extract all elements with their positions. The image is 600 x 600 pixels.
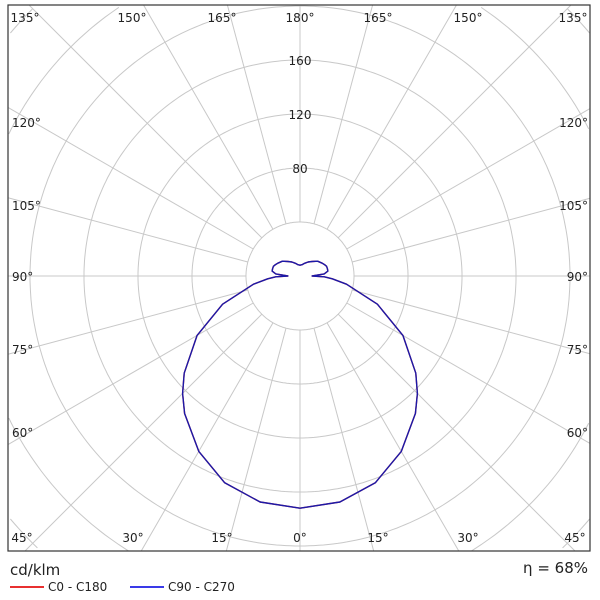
unit-label: cd/klm	[10, 561, 61, 579]
series-curve-1	[181, 260, 419, 509]
grid-ray	[326, 4, 457, 230]
grid-ray	[352, 197, 591, 263]
angle-label-left: 60°	[12, 426, 33, 440]
grid-ray	[28, 4, 263, 239]
angle-label-top: 150°	[454, 11, 483, 25]
grid-ray	[326, 322, 460, 552]
legend-label: C0 - C180	[48, 580, 108, 594]
angle-label-top: 165°	[208, 11, 237, 25]
grid-ray	[7, 289, 248, 355]
efficiency-label: η = 68%	[523, 559, 588, 577]
grid-ray	[143, 4, 274, 230]
angle-label-top: 150°	[118, 11, 147, 25]
legend-swatch-blue	[130, 586, 164, 588]
grid-ring	[8, 417, 129, 552]
angle-label-bottom: 0°	[293, 531, 307, 545]
angle-label-left: 90°	[12, 270, 33, 284]
grid-ray	[337, 4, 572, 239]
legend-label: C90 - C270	[168, 580, 235, 594]
polar-chart: 80 120 160 135° 150° 165° 180° 165° 150° 135° 120…	[7, 4, 591, 552]
angle-label-left: 120°	[12, 116, 41, 130]
grid-ray	[7, 197, 248, 263]
radial-tick-label: 80	[292, 162, 307, 176]
grid-ray	[337, 313, 576, 552]
grid-ray	[352, 289, 591, 355]
angle-label-bottom: 15°	[211, 531, 232, 545]
grid-ray	[226, 4, 287, 224]
grid-ray	[24, 313, 263, 552]
grid-ray	[7, 302, 254, 446]
grid-ray	[313, 328, 375, 552]
angle-label-top: 135°	[559, 11, 588, 25]
legend-swatch-red	[10, 586, 44, 588]
grid-ray	[7, 106, 254, 250]
grid-ray	[346, 108, 591, 250]
grid-ray	[346, 302, 591, 444]
angle-label-bottom: 15°	[367, 531, 388, 545]
grid-ray	[313, 4, 374, 224]
angle-label-right: 60°	[567, 426, 588, 440]
angle-label-top: 165°	[364, 11, 393, 25]
grid-ring	[471, 422, 590, 552]
grid-ring	[10, 8, 34, 34]
angle-label-left: 75°	[12, 343, 33, 357]
grid-ring	[566, 8, 590, 34]
angle-label-right: 90°	[567, 270, 588, 284]
angle-label-bottom: 30°	[457, 531, 478, 545]
legend-item-c0: C0 - C180	[10, 580, 107, 594]
angle-label-left: 105°	[12, 199, 41, 213]
angle-label-top: 135°	[11, 11, 40, 25]
grid-ring	[245, 221, 355, 331]
angle-label-bottom: 30°	[122, 531, 143, 545]
plot-frame	[7, 4, 591, 552]
curves	[181, 260, 419, 509]
angle-label-right: 120°	[559, 116, 588, 130]
grid-ray	[140, 322, 274, 552]
grid-ray	[225, 328, 287, 552]
angle-label-right: 75°	[567, 343, 588, 357]
radial-tick-label: 160	[289, 54, 312, 68]
legend-item-c90: C90 - C270	[130, 580, 235, 594]
angle-label-top: 180°	[286, 11, 315, 25]
legend: cd/klm η = 68% C0 - C180 C90 - C270	[0, 555, 600, 600]
grid-ring	[8, 6, 120, 135]
angle-label-bottom: 45°	[11, 531, 32, 545]
angle-label-right: 105°	[559, 199, 588, 213]
polar-grid: 80 120 160	[7, 4, 591, 552]
angle-label-bottom: 45°	[564, 531, 585, 545]
angle-labels: 135° 150° 165° 180° 165° 150° 135° 120° 105° 90° 7…	[11, 11, 588, 545]
grid-ring	[480, 6, 590, 130]
radial-tick-label: 120	[289, 108, 312, 122]
